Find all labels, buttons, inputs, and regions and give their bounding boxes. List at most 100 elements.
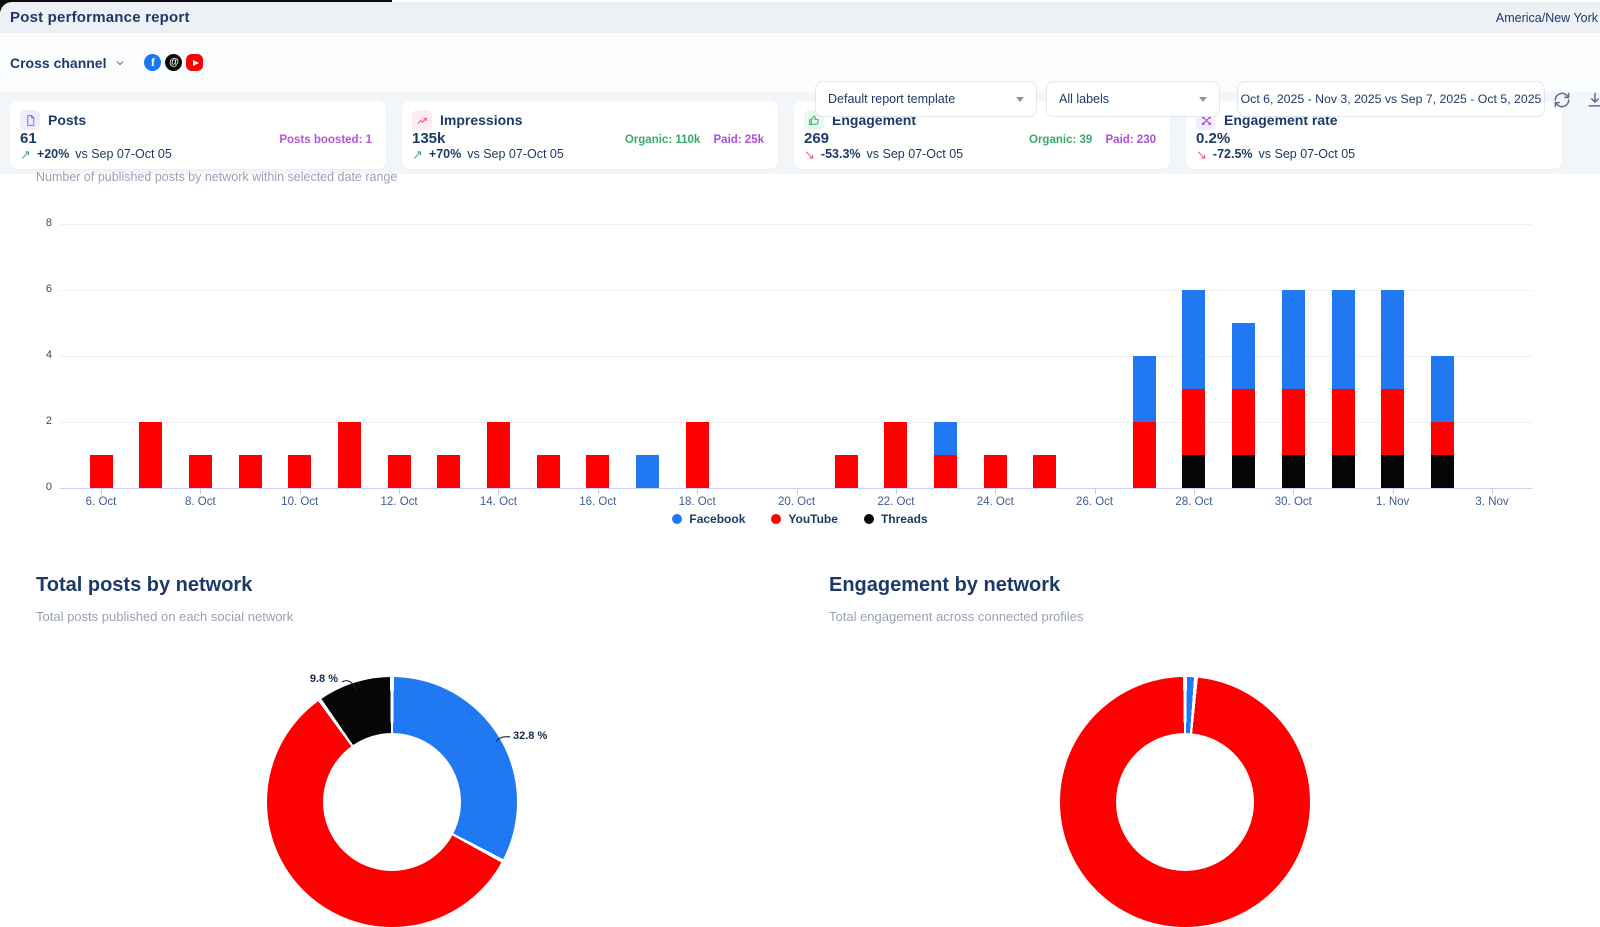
kpi-delta: -72.5% — [1212, 147, 1253, 161]
kpi-value: 61 — [20, 130, 37, 147]
x-axis-tick — [1094, 489, 1096, 494]
bar-segment-youtube — [238, 455, 262, 488]
bar-segment-youtube — [1331, 389, 1355, 455]
donut-hole — [1116, 733, 1254, 871]
bar-segment-facebook — [1331, 290, 1355, 389]
header: Post performance report America/New York — [0, 2, 1600, 33]
legend-label: Facebook — [689, 512, 746, 526]
bar-segment-youtube — [139, 422, 163, 488]
x-axis-label: 24. Oct — [976, 496, 1014, 508]
donut-label-facebook: 32.8 % — [513, 730, 548, 742]
x-axis-tick — [399, 489, 401, 494]
kpi-value: 135k — [412, 130, 446, 147]
x-axis-tick — [597, 489, 599, 494]
x-axis-tick — [101, 489, 102, 494]
bar-segment-youtube — [834, 455, 858, 488]
bar-segment-threads — [1232, 455, 1256, 488]
kpi-card-posts: Posts 61 Posts boosted: 1 ↗ +20% vs Sep … — [10, 101, 386, 169]
legend-item-youtube[interactable]: YouTube — [771, 512, 838, 526]
gridline — [60, 224, 1532, 225]
paid-label: Paid: 25k — [713, 134, 765, 146]
x-axis-label: 30. Oct — [1274, 496, 1312, 508]
paid-label: Paid: 230 — [1105, 134, 1157, 146]
bar-segment-youtube — [1281, 389, 1305, 455]
bar-segment-youtube — [89, 455, 113, 488]
bar-segment-threads — [1331, 455, 1355, 488]
bar-segment-threads — [1182, 455, 1206, 488]
bar-segment-threads — [1281, 455, 1305, 488]
donut-label-leader-line — [495, 736, 511, 743]
bar-segment-youtube — [288, 455, 312, 488]
bar-segment-threads — [1381, 455, 1405, 488]
x-axis-tick — [895, 489, 897, 494]
refresh-icon[interactable] — [1552, 90, 1572, 110]
bar-segment-youtube — [1033, 455, 1057, 488]
kpi-compare: vs Sep 07-Oct 05 — [75, 147, 172, 161]
channel-selector[interactable]: Cross channel f @ — [10, 33, 204, 92]
bar-segment-youtube — [1132, 422, 1156, 488]
trend-up-icon: ↗ — [412, 146, 423, 162]
total-posts-donut-chart — [267, 677, 517, 927]
bar-segment-facebook — [1132, 356, 1156, 422]
timezone-label: America/New York — [1495, 10, 1598, 25]
y-axis-label: 6 — [45, 283, 52, 295]
trend-down-icon: ↘ — [804, 146, 815, 162]
date-range-picker[interactable]: Oct 6, 2025 - Nov 3, 2025 vs Sep 7, 2025… — [1237, 81, 1545, 117]
x-axis-tick — [200, 489, 202, 494]
x-axis-tick — [1392, 489, 1394, 494]
gridline — [60, 356, 1532, 357]
kpi-compare: vs Sep 07-Oct 05 — [1258, 147, 1356, 161]
x-axis-label: 14. Oct — [479, 496, 517, 508]
legend-item-facebook[interactable]: Facebook — [672, 512, 745, 526]
trending-icon — [412, 110, 432, 130]
report-template-select[interactable]: Default report template — [815, 81, 1037, 117]
legend-dot — [771, 514, 782, 524]
labels-select[interactable]: All labels — [1046, 81, 1220, 117]
engagement-section-subtitle: Total engagement across connected profil… — [829, 609, 1084, 624]
kpi-compare: vs Sep 07-Oct 05 — [467, 147, 564, 161]
kpi-value: 269 — [804, 130, 830, 147]
bar-segment-youtube — [934, 455, 958, 488]
bar-segment-youtube — [387, 455, 411, 488]
x-axis-tick — [796, 489, 798, 494]
trend-down-icon: ↘ — [1196, 146, 1207, 162]
donut-hole — [323, 733, 461, 871]
page-title: Post performance report — [10, 9, 190, 26]
x-axis-label: 28. Oct — [1175, 496, 1213, 508]
bar-segment-youtube — [983, 455, 1007, 488]
channel-label: Cross channel — [10, 54, 107, 71]
bar-segment-facebook — [934, 422, 958, 455]
threads-icon: @ — [165, 54, 183, 71]
bar-segment-youtube — [437, 455, 461, 488]
kpi-delta: +20% — [36, 147, 70, 161]
x-axis-label: 18. Oct — [678, 496, 716, 508]
bar-segment-facebook — [1430, 356, 1454, 422]
x-axis-label: 12. Oct — [380, 496, 418, 508]
engagement-section-title: Engagement by network — [829, 574, 1061, 596]
download-icon[interactable] — [1585, 90, 1600, 110]
facebook-icon: f — [144, 54, 162, 71]
bar-segment-youtube — [1232, 389, 1256, 455]
bar-segment-youtube — [337, 422, 361, 488]
legend-item-threads[interactable]: Threads — [863, 512, 928, 526]
published-posts-bar-chart: 0 2 4 6 8 6. Oct 8. Oct 10. Oct 12. Oct 14. Oct 16… — [0, 195, 1600, 510]
x-axis-label: 3. Nov — [1475, 496, 1509, 508]
y-axis-label: 2 — [45, 415, 52, 427]
kpi-title: Posts — [48, 112, 87, 128]
x-axis-label: 20. Oct — [777, 496, 816, 508]
posts-boosted-label: Posts boosted: 1 — [279, 134, 372, 146]
chart-legend: Facebook YouTube Threads — [0, 512, 1600, 526]
bar-segment-facebook — [1232, 323, 1256, 389]
donut-label-threads: 9.8 % — [309, 673, 338, 685]
caret-down-icon — [1199, 96, 1207, 102]
chevron-down-icon[interactable] — [114, 57, 126, 69]
bar-segment-youtube — [536, 455, 560, 488]
x-axis-label: 10. Oct — [281, 496, 319, 508]
bar-segment-threads — [1430, 455, 1454, 488]
total-posts-section-title: Total posts by network — [36, 574, 253, 596]
document-icon — [20, 110, 40, 130]
report-template-value: Default report template — [828, 92, 956, 106]
date-range-value: Oct 6, 2025 - Nov 3, 2025 vs Sep 7, 2025… — [1240, 92, 1542, 106]
kpi-card-impressions: Impressions 135k Organic: 110k Paid: 25k… — [402, 101, 778, 169]
gridline — [60, 488, 1532, 489]
